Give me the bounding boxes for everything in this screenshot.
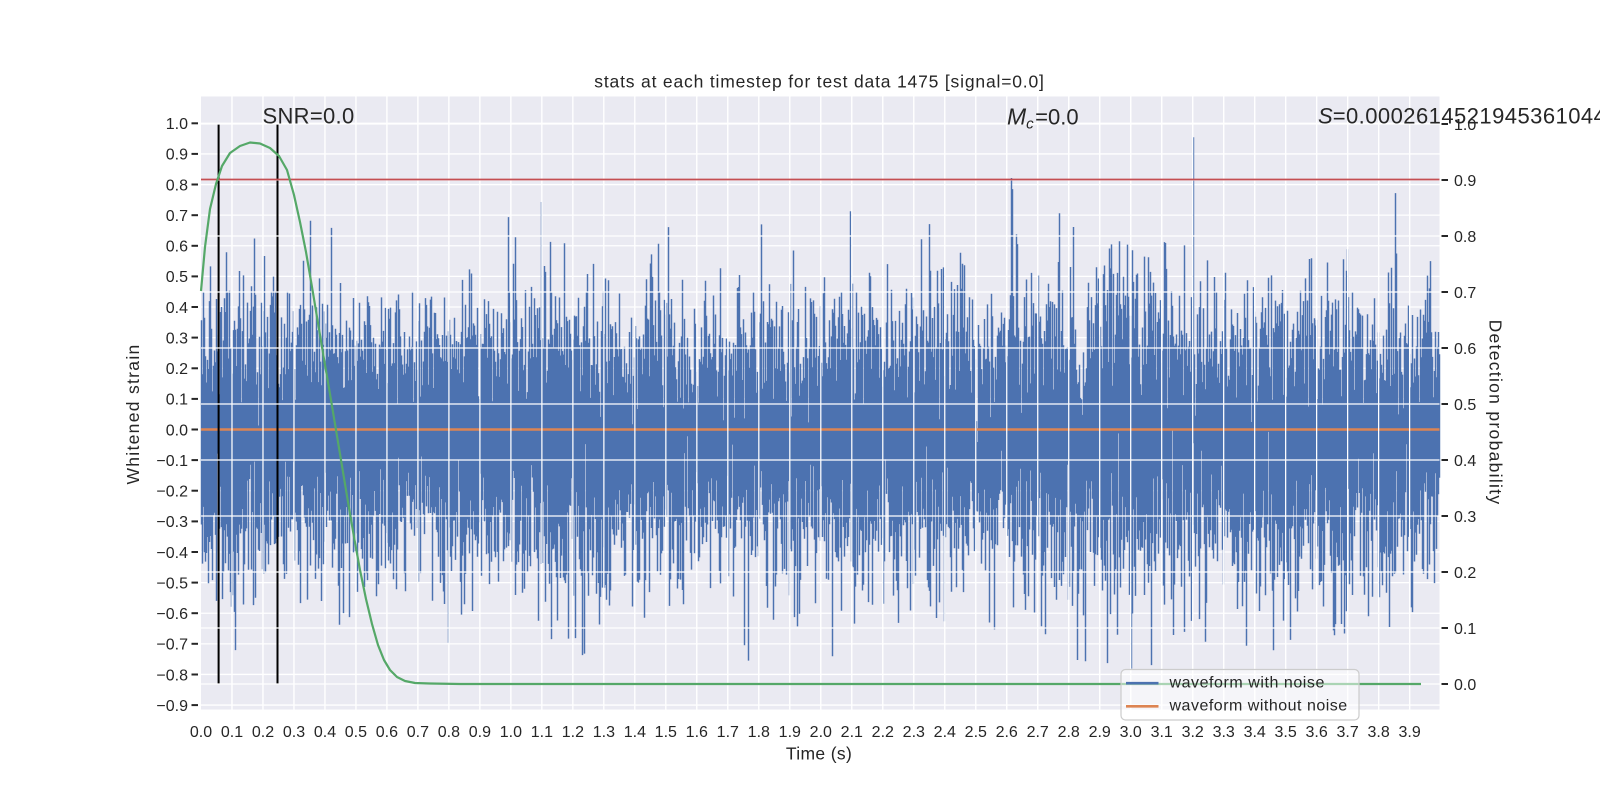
svg-text:0.0: 0.0 <box>1454 677 1476 694</box>
svg-text:0.6: 0.6 <box>1454 341 1476 358</box>
svg-text:1.0: 1.0 <box>1454 117 1476 134</box>
svg-text:0.9: 0.9 <box>166 147 188 164</box>
svg-text:0.1: 0.1 <box>1454 621 1476 638</box>
svg-text:1.4: 1.4 <box>624 724 646 741</box>
svg-text:−0.8: −0.8 <box>156 667 188 684</box>
svg-text:waveform with noise: waveform with noise <box>1169 675 1325 692</box>
svg-text:3.4: 3.4 <box>1244 724 1266 741</box>
svg-text:2.6: 2.6 <box>996 724 1018 741</box>
svg-text:3.1: 3.1 <box>1151 724 1173 741</box>
svg-text:waveform without noise: waveform without noise <box>1169 698 1348 715</box>
svg-text:3.6: 3.6 <box>1305 724 1327 741</box>
svg-text:3.8: 3.8 <box>1367 724 1389 741</box>
svg-text:−0.3: −0.3 <box>156 514 188 531</box>
svg-text:Mc=0.0: Mc=0.0 <box>1007 104 1079 133</box>
svg-text:1.6: 1.6 <box>686 724 708 741</box>
svg-text:0.7: 0.7 <box>1454 285 1476 302</box>
svg-text:−0.7: −0.7 <box>156 637 188 654</box>
svg-text:0.9: 0.9 <box>1454 173 1476 190</box>
svg-text:1.2: 1.2 <box>562 724 584 741</box>
svg-text:3.0: 3.0 <box>1120 724 1142 741</box>
svg-text:0.3: 0.3 <box>1454 509 1476 526</box>
svg-text:0.0: 0.0 <box>166 422 188 439</box>
svg-text:0.1: 0.1 <box>221 724 243 741</box>
svg-text:1.5: 1.5 <box>655 724 677 741</box>
svg-text:2.7: 2.7 <box>1027 724 1049 741</box>
svg-text:Detection probability: Detection probability <box>1486 320 1506 506</box>
svg-text:−0.2: −0.2 <box>156 484 188 501</box>
svg-text:3.7: 3.7 <box>1336 724 1358 741</box>
svg-text:0.0: 0.0 <box>190 724 212 741</box>
svg-text:1.7: 1.7 <box>717 724 739 741</box>
svg-text:0.7: 0.7 <box>407 724 429 741</box>
svg-text:0.4: 0.4 <box>1454 453 1476 470</box>
svg-text:0.2: 0.2 <box>1454 565 1476 582</box>
svg-text:0.6: 0.6 <box>166 239 188 256</box>
svg-text:0.5: 0.5 <box>1454 397 1476 414</box>
svg-text:0.8: 0.8 <box>1454 229 1476 246</box>
svg-text:1.0: 1.0 <box>166 116 188 133</box>
svg-text:−0.4: −0.4 <box>156 545 188 562</box>
svg-text:1.0: 1.0 <box>500 724 522 741</box>
svg-text:Whitened strain: Whitened strain <box>123 343 143 484</box>
svg-text:−0.1: −0.1 <box>156 453 188 470</box>
svg-text:2.0: 2.0 <box>810 724 832 741</box>
svg-text:1.9: 1.9 <box>779 724 801 741</box>
svg-text:0.8: 0.8 <box>438 724 460 741</box>
svg-text:−0.5: −0.5 <box>156 575 188 592</box>
svg-text:0.5: 0.5 <box>345 724 367 741</box>
svg-text:2.2: 2.2 <box>872 724 894 741</box>
svg-text:S=0.00026145219453610446: S=0.00026145219453610446 <box>1318 104 1600 129</box>
svg-text:0.7: 0.7 <box>166 208 188 225</box>
svg-text:0.2: 0.2 <box>252 724 274 741</box>
svg-text:2.8: 2.8 <box>1058 724 1080 741</box>
svg-text:2.5: 2.5 <box>965 724 987 741</box>
svg-text:0.4: 0.4 <box>166 300 188 317</box>
svg-text:3.9: 3.9 <box>1398 724 1420 741</box>
svg-text:3.3: 3.3 <box>1213 724 1235 741</box>
svg-text:SNR=0.0: SNR=0.0 <box>263 104 355 129</box>
svg-text:2.4: 2.4 <box>934 724 956 741</box>
svg-text:0.9: 0.9 <box>469 724 491 741</box>
svg-text:0.8: 0.8 <box>166 177 188 194</box>
svg-text:3.5: 3.5 <box>1274 724 1296 741</box>
svg-text:1.8: 1.8 <box>748 724 770 741</box>
svg-text:1.3: 1.3 <box>593 724 615 741</box>
svg-text:2.1: 2.1 <box>841 724 863 741</box>
svg-text:0.3: 0.3 <box>166 330 188 347</box>
svg-text:0.1: 0.1 <box>166 392 188 409</box>
svg-text:0.2: 0.2 <box>166 361 188 378</box>
svg-text:0.5: 0.5 <box>166 269 188 286</box>
svg-text:2.9: 2.9 <box>1089 724 1111 741</box>
svg-text:stats at each timestep for tes: stats at each timestep for test data 147… <box>594 71 1044 91</box>
svg-text:2.3: 2.3 <box>903 724 925 741</box>
svg-text:1.1: 1.1 <box>531 724 553 741</box>
svg-text:3.2: 3.2 <box>1182 724 1204 741</box>
svg-text:Time (s): Time (s) <box>786 744 852 764</box>
svg-text:−0.9: −0.9 <box>156 698 188 715</box>
svg-text:0.6: 0.6 <box>376 724 398 741</box>
svg-text:0.3: 0.3 <box>283 724 305 741</box>
svg-text:0.4: 0.4 <box>314 724 336 741</box>
svg-text:−0.6: −0.6 <box>156 606 188 623</box>
